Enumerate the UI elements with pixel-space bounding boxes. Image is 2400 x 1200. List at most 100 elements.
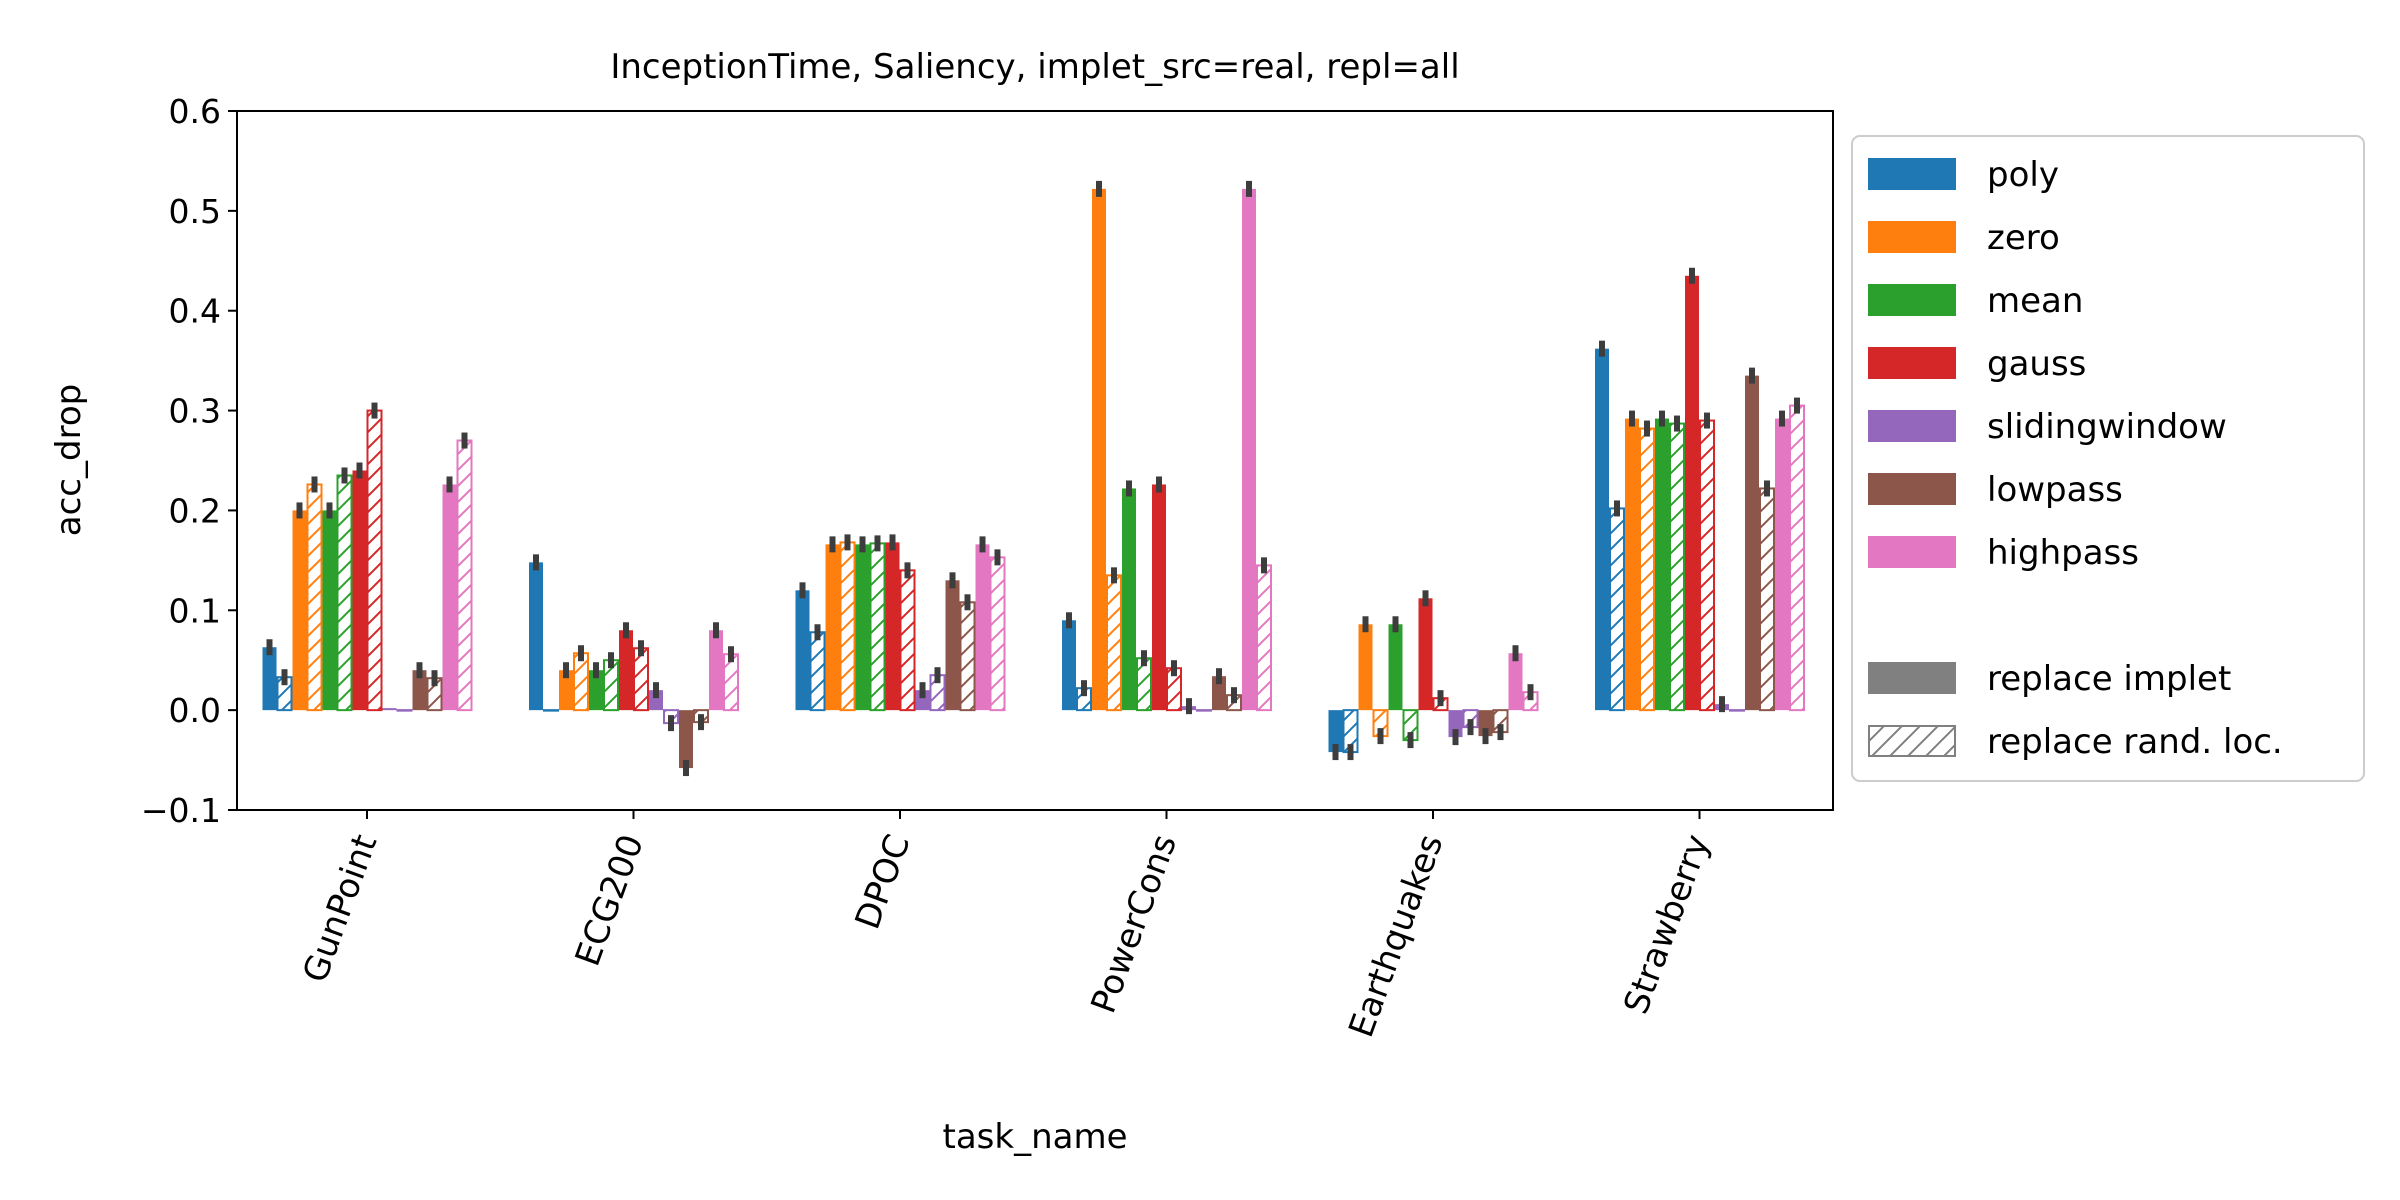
bar-lowpass-implet-Strawberry [1745, 375, 1759, 711]
x-tick-label: ECG200 [568, 829, 652, 971]
bar-zero-implet-DPOC [825, 544, 840, 711]
bar-highpass-implet-DPOC [975, 544, 990, 711]
bar-slidingwindow-implet-Earthquakes [1448, 710, 1463, 738]
legend-swatch-zero [1868, 221, 1956, 253]
bar-mean-random-Strawberry [1669, 422, 1685, 712]
y-tick-label: 0.4 [169, 292, 221, 331]
legend-swatch-gauss [1868, 347, 1956, 379]
bar-slidingwindow-random-GunPoint [396, 709, 413, 712]
bar-gauss-implet-DPOC [885, 542, 900, 711]
legend-label-poly: poly [1987, 155, 2059, 195]
bar-gauss-random-GunPoint [366, 409, 383, 712]
bar-mean-implet-ECG200 [589, 670, 603, 711]
y-axis: −0.1 0.0 0.1 0.2 0.3 0.4 0.5 0.6 [141, 92, 237, 830]
bar-gauss-implet-ECG200 [619, 630, 633, 711]
y-tick-label: −0.1 [141, 791, 221, 830]
bar-zero-implet-PowerCons [1092, 188, 1106, 711]
bar-gauss-implet-GunPoint [352, 470, 367, 711]
bar-mean-implet-GunPoint [322, 510, 337, 711]
bar-poly-implet-Earthquakes [1328, 710, 1343, 753]
x-tick-label: PowerCons [1084, 829, 1185, 1018]
bar-zero-implet-Earthquakes [1358, 624, 1373, 711]
legend-swatch-lowpass [1868, 473, 1956, 505]
legend-swatch-highpass [1868, 536, 1956, 568]
bar-zero-implet-Strawberry [1625, 418, 1639, 711]
bar-poly-random-ECG200 [543, 709, 559, 712]
legend-swatch-poly [1868, 158, 1956, 190]
bar-slidingwindow-random-PowerCons [1196, 709, 1212, 712]
bar-lowpass-implet-DPOC [945, 580, 960, 711]
x-axis: GunPoint ECG200 DPOC PowerCons Earthquakes St… [295, 810, 1718, 1043]
x-axis-label: task_name [943, 1117, 1128, 1157]
bar-highpass-random-GunPoint [456, 439, 473, 712]
bar-zero-random-ECG200 [573, 652, 589, 712]
legend-label-slidingwindow: slidingwindow [1987, 407, 2227, 447]
bar-poly-implet-GunPoint [262, 647, 277, 711]
plot-frame [236, 110, 1834, 811]
bar-poly-random-DPOC [809, 631, 826, 712]
bar-mean-random-GunPoint [336, 474, 353, 712]
bar-slidingwindow-implet-DPOC [915, 690, 930, 711]
y-tick-label: 0.3 [169, 392, 221, 431]
bar-gauss-random-DPOC [899, 569, 916, 712]
x-tick-label: GunPoint [295, 829, 385, 987]
bar-poly-implet-ECG200 [529, 562, 543, 711]
y-tick-label: 0.2 [169, 491, 221, 530]
bar-mean-implet-PowerCons [1122, 488, 1136, 711]
bar-lowpass-implet-ECG200 [679, 710, 693, 769]
bar-highpass-implet-ECG200 [709, 630, 723, 711]
bar-highpass-implet-Earthquakes [1508, 653, 1523, 711]
legend-label-replace-rand-loc: replace rand. loc. [1987, 722, 2283, 762]
bar-slidingwindow-implet-ECG200 [649, 690, 663, 711]
chart-title: InceptionTime, Saliency, implet_src=real… [610, 47, 1459, 87]
bar-highpass-implet-Strawberry [1775, 418, 1789, 711]
bar-poly-implet-Strawberry [1595, 348, 1609, 711]
bar-poly-implet-PowerCons [1062, 620, 1076, 711]
plot-area [262, 180, 1805, 777]
y-tick-label: 0.1 [169, 591, 221, 630]
legend-label-lowpass: lowpass [1987, 470, 2123, 510]
bar-lowpass-implet-Earthquakes [1478, 710, 1493, 737]
bar-gauss-implet-Earthquakes [1418, 598, 1433, 711]
bar-highpass-random-ECG200 [723, 653, 739, 712]
bar-gauss-implet-PowerCons [1152, 484, 1166, 711]
bar-mean-implet-Strawberry [1655, 418, 1669, 711]
bar-poly-random-Strawberry [1609, 507, 1625, 712]
bar-highpass-random-PowerCons [1256, 564, 1272, 712]
bar-zero-implet-GunPoint [292, 510, 307, 711]
legend-swatch-mean [1868, 284, 1956, 316]
bar-lowpass-implet-PowerCons [1212, 676, 1226, 711]
x-tick-label: Earthquakes [1341, 829, 1451, 1042]
legend-label-replace-implet: replace implet [1987, 659, 2231, 699]
x-tick-label: DPOC [848, 829, 919, 934]
bar-slidingwindow-random-Strawberry [1729, 709, 1745, 712]
legend-box [1851, 135, 2365, 782]
bar-lowpass-implet-GunPoint [412, 670, 427, 711]
y-tick-label: 0.0 [169, 691, 221, 730]
bar-mean-random-DPOC [869, 542, 886, 712]
legend-label-zero: zero [1987, 218, 2060, 258]
bar-zero-random-DPOC [839, 541, 856, 712]
bar-highpass-implet-PowerCons [1242, 188, 1256, 711]
bar-lowpass-random-Strawberry [1759, 487, 1775, 712]
legend-swatch-slidingwindow [1868, 410, 1956, 442]
bar-poly-implet-DPOC [795, 590, 810, 711]
bar-mean-implet-DPOC [855, 544, 870, 711]
legend-swatch-replace-implet [1868, 662, 1956, 694]
bar-gauss-implet-Strawberry [1685, 275, 1699, 711]
legend-label-highpass: highpass [1987, 533, 2139, 573]
y-tick-label: 0.5 [169, 192, 221, 231]
y-tick-label: 0.6 [169, 92, 221, 131]
legend-label-gauss: gauss [1987, 344, 2086, 384]
bar-lowpass-random-DPOC [959, 601, 976, 712]
bar-zero-implet-ECG200 [559, 670, 573, 711]
bar-highpass-implet-GunPoint [442, 484, 457, 711]
x-tick-label: Strawberry [1616, 829, 1718, 1019]
y-axis-label: acc_drop [49, 384, 89, 536]
bar-zero-random-Strawberry [1639, 427, 1655, 712]
bar-highpass-random-DPOC [989, 556, 1006, 712]
bar-slidingwindow-implet-GunPoint [382, 708, 397, 711]
bar-highpass-random-Strawberry [1789, 404, 1805, 712]
bar-mean-implet-Earthquakes [1388, 624, 1403, 711]
